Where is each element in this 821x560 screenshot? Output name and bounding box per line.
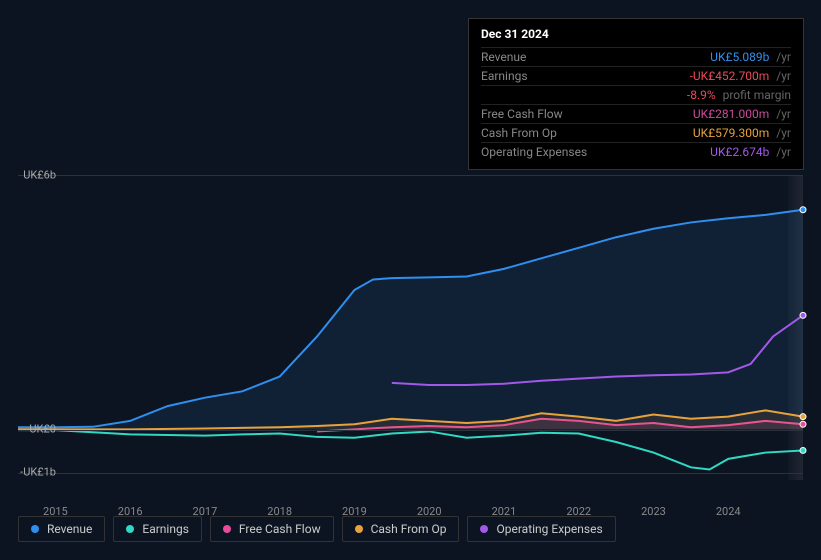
y-axis-label: UK£6b — [23, 169, 56, 182]
gridline — [18, 430, 803, 431]
legend-label: Earnings — [142, 522, 189, 536]
y-axis-label: UK£0 — [29, 423, 56, 436]
tooltip-row: Revenue UK£5.089b /yr — [481, 47, 791, 66]
tooltip-row: -8.9% profit margin — [481, 85, 791, 104]
legend-marker-icon — [126, 525, 134, 533]
legend-item[interactable]: Cash From Op — [342, 516, 460, 542]
tooltip-row: Operating Expenses UK£2.674b /yr — [481, 142, 791, 161]
legend-item[interactable]: Free Cash Flow — [210, 516, 334, 542]
legend-label: Revenue — [47, 522, 92, 536]
tooltip-row-value: UK£579.300m /yr — [693, 126, 791, 140]
tooltip-row-label: Revenue — [481, 50, 526, 64]
x-axis-label: 2023 — [641, 505, 666, 518]
tooltip-rows: Revenue UK£5.089b /yr Earnings -UK£452.700m… — [481, 47, 791, 161]
series-area — [18, 210, 803, 430]
legend-marker-icon — [31, 525, 39, 533]
y-axis-label: -UK£1b — [20, 465, 56, 478]
plot-area[interactable] — [18, 175, 803, 480]
series-endpoint — [800, 312, 806, 318]
tooltip-row-value: UK£5.089b /yr — [710, 50, 791, 64]
legend-marker-icon — [480, 525, 488, 533]
series-endpoint — [800, 447, 806, 453]
series-endpoint — [800, 207, 806, 213]
tooltip-row-value: -8.9% profit margin — [687, 88, 791, 102]
tooltip-row-label: Cash From Op — [481, 126, 557, 140]
tooltip-row-label: Operating Expenses — [481, 145, 587, 159]
tooltip-row: Earnings -UK£452.700m /yr — [481, 66, 791, 85]
legend-label: Free Cash Flow — [239, 522, 321, 536]
series-line — [18, 430, 803, 469]
tooltip-row-value: UK£2.674b /yr — [710, 145, 791, 159]
x-axis-label: 2024 — [716, 505, 741, 518]
tooltip-date: Dec 31 2024 — [481, 27, 791, 41]
legend: Revenue Earnings Free Cash Flow Cash From O… — [18, 516, 616, 542]
tooltip-row-label: Free Cash Flow — [481, 107, 563, 121]
tooltip-row-label: Earnings — [481, 69, 528, 83]
legend-label: Cash From Op — [371, 522, 447, 536]
legend-marker-icon — [355, 525, 363, 533]
legend-item[interactable]: Revenue — [18, 516, 105, 542]
chart-svg — [18, 176, 803, 480]
legend-marker-icon — [223, 525, 231, 533]
tooltip-row-value: UK£281.000m /yr — [693, 107, 791, 121]
legend-label: Operating Expenses — [496, 522, 602, 536]
tooltip-row-value: -UK£452.700m /yr — [690, 69, 791, 83]
legend-item[interactable]: Earnings — [113, 516, 202, 542]
tooltip-row: Cash From Op UK£579.300m /yr — [481, 123, 791, 142]
legend-item[interactable]: Operating Expenses — [467, 516, 615, 542]
chart-container: UK£6bUK£0-UK£1b2015201620172018201920202… — [18, 155, 803, 500]
chart-tooltip: Dec 31 2024 Revenue UK£5.089b /yr Earnings… — [468, 18, 804, 170]
series-endpoint — [800, 414, 806, 420]
tooltip-row: Free Cash Flow UK£281.000m /yr — [481, 104, 791, 123]
gridline — [18, 473, 803, 474]
